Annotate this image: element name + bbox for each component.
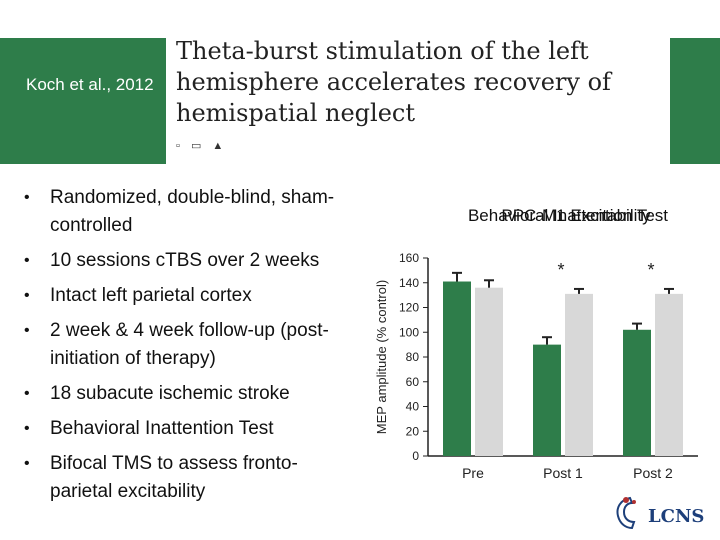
y-tick-label: 0: [412, 449, 419, 463]
bullet-text: 18 subacute ischemic stroke: [50, 383, 290, 404]
bar-post-1-0: [533, 344, 561, 456]
bullet-dot-icon: •: [24, 322, 30, 339]
bullet-dot-icon: •: [24, 252, 30, 269]
bar-pre-0: [443, 281, 471, 456]
y-axis-label: MEP amplitude (% control): [374, 280, 389, 434]
bar-post-2-1: [655, 293, 683, 456]
bar-post-2-0: [623, 329, 651, 456]
bullet-item: • 18 subacute ischemic stroke: [0, 380, 360, 408]
paper-title-card: Theta-burst stimulation of the left hemi…: [166, 31, 670, 164]
x-tick-label: Pre: [462, 465, 484, 481]
bullet-item: • Bifocal TMS to assess fronto-parietal e…: [0, 450, 360, 506]
y-tick-label: 160: [399, 251, 419, 265]
y-tick-label: 100: [399, 325, 419, 339]
significance-marker: *: [557, 260, 564, 280]
x-tick-label: Post 1: [543, 465, 583, 481]
chart-title: Behavioral Inattention Test: [468, 206, 668, 225]
bullet-text: Intact left parietal cortex: [50, 285, 252, 306]
y-tick-label: 120: [399, 301, 419, 315]
bullet-item: • 10 sessions cTBS over 2 weeks: [0, 247, 360, 275]
significance-marker: *: [647, 260, 654, 280]
bullet-item: • 2 week & 4 week follow-up (post-initiat…: [0, 317, 360, 373]
y-tick-label: 60: [406, 375, 420, 389]
paper-title: Theta-burst stimulation of the left hemi…: [176, 37, 611, 127]
x-tick-label: Post 2: [633, 465, 673, 481]
y-tick-label: 80: [406, 350, 420, 364]
paper-icons: ▫ ▭ ▲: [176, 140, 228, 152]
lcns-logo-text: LCNS: [648, 506, 705, 527]
bullet-item: • Intact left parietal cortex: [0, 282, 360, 310]
bullet-item: • Randomized, double-blind, sham-controll…: [0, 184, 360, 240]
y-tick-label: 40: [406, 400, 420, 414]
bullet-dot-icon: •: [24, 385, 30, 402]
bullet-dot-icon: •: [24, 287, 30, 304]
bullet-item: • Behavioral Inattention Test: [0, 415, 360, 443]
chart-title-overlay: PPC-M1 Excitability: [501, 206, 651, 225]
y-tick-label: 140: [399, 276, 419, 290]
bullet-text: Randomized, double-blind, sham-controlle…: [50, 187, 335, 236]
citation-label: Koch et al., 2012: [26, 75, 154, 94]
bullet-text: 2 week & 4 week follow-up (post-initiati…: [50, 320, 329, 369]
lcns-logo-icon: [616, 496, 636, 530]
bullet-dot-icon: •: [24, 189, 30, 206]
bullet-dot-icon: •: [24, 455, 30, 472]
bullet-text: 10 sessions cTBS over 2 weeks: [50, 250, 320, 271]
bullet-dot-icon: •: [24, 420, 30, 437]
y-tick-label: 20: [406, 424, 420, 438]
bullet-list: • Randomized, double-blind, sham-controll…: [0, 184, 360, 513]
bar-post-1-1: [565, 293, 593, 456]
bullet-text: Behavioral Inattention Test: [50, 418, 274, 439]
bar-pre-1: [475, 287, 503, 456]
bullet-text: Bifocal TMS to assess fronto-parietal ex…: [50, 453, 298, 502]
